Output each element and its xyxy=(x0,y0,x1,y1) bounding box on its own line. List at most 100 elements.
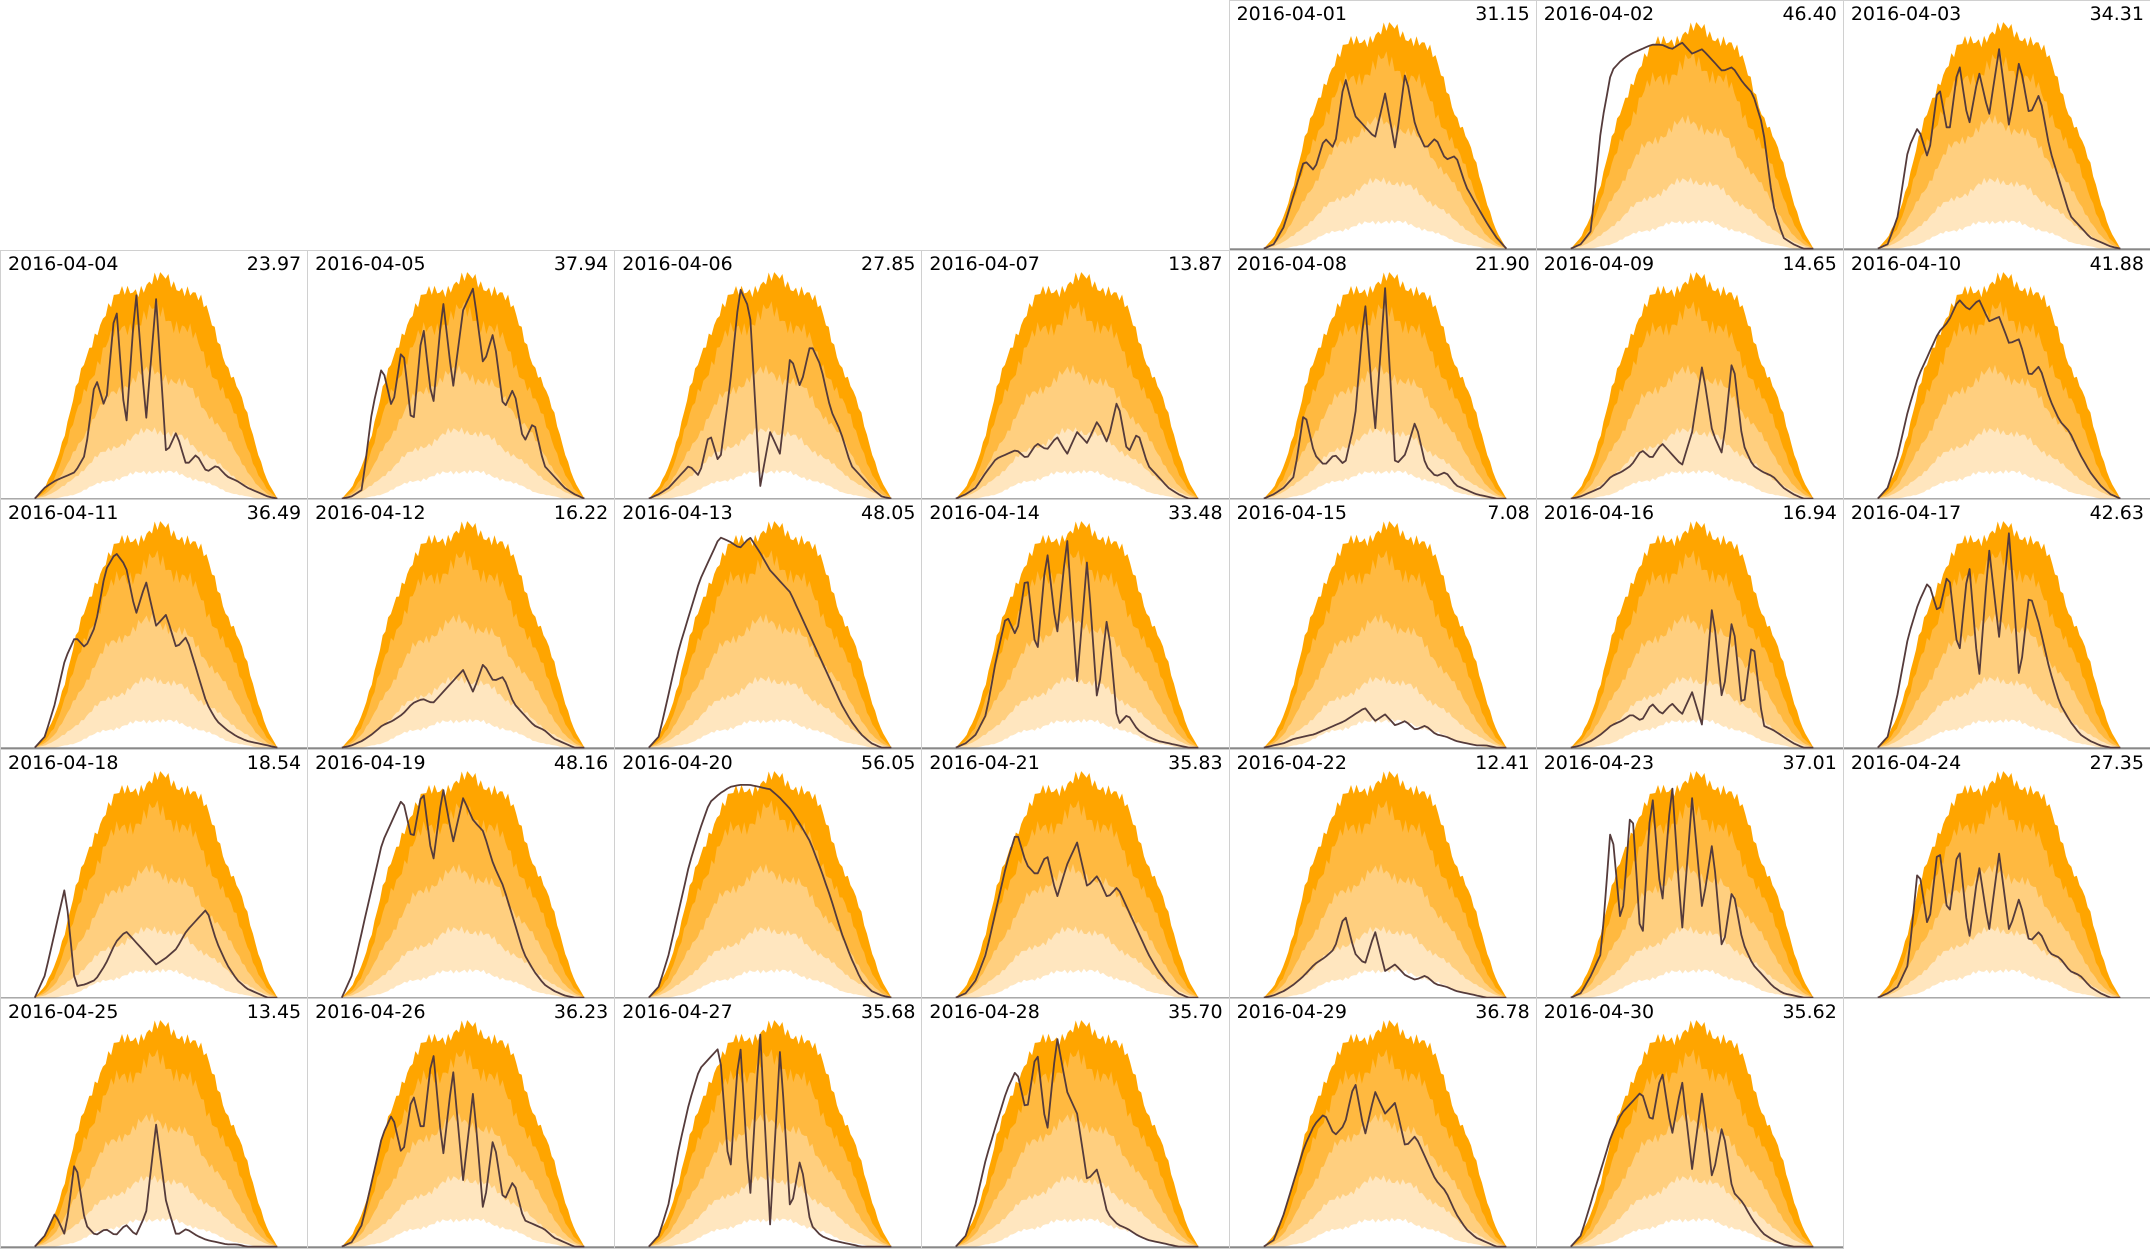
band-min-area xyxy=(1263,968,1506,998)
band-min-area xyxy=(34,469,278,499)
band-min-area xyxy=(341,469,585,499)
day-chart xyxy=(308,271,615,500)
production-line xyxy=(1262,1084,1506,1248)
date-label: 2016-04-28 xyxy=(929,1001,1040,1024)
day-chart xyxy=(1229,521,1536,749)
day-chart xyxy=(1,271,308,500)
band-p25-area xyxy=(1570,676,1814,748)
day-panel: 2016-04-09 14.65 xyxy=(1535,249,1844,501)
production-line xyxy=(1263,707,1506,749)
date-label: 2016-04-22 xyxy=(1236,751,1347,774)
production-line xyxy=(648,783,892,999)
production-line xyxy=(955,402,1199,500)
day-chart xyxy=(922,271,1229,500)
daily-total-label: 12.41 xyxy=(1475,751,1530,774)
day-panel: 2016-04-29 36.78 xyxy=(1228,998,1537,1249)
day-panel: 2016-04-22 12.41 xyxy=(1228,748,1537,1000)
production-line xyxy=(341,1055,585,1248)
day-panel: 2016-04-17 42.63 xyxy=(1842,499,2150,750)
daily-total-label: 37.94 xyxy=(553,252,609,275)
band-min-area xyxy=(34,968,278,998)
day-chart xyxy=(1,770,308,999)
production-line xyxy=(341,287,585,500)
day-panel: 2016-04-18 18.54 xyxy=(0,748,309,1000)
day-chart xyxy=(308,1020,615,1248)
band-min-area xyxy=(956,968,1199,998)
daily-total-label: 34.31 xyxy=(2089,3,2144,25)
production-line xyxy=(1570,787,1814,999)
day-panel: 2016-04-27 35.68 xyxy=(614,998,923,1249)
band-p25-area xyxy=(956,1175,1199,1247)
band-min-area xyxy=(649,718,892,748)
day-panel: 2016-04-25 13.45 xyxy=(0,998,309,1249)
day-chart xyxy=(615,1020,922,1248)
band-min-area xyxy=(1877,219,2121,249)
day-panel: 2016-04-10 41.88 xyxy=(1842,249,2150,501)
day-chart xyxy=(1229,770,1536,999)
band-p25-area xyxy=(1263,177,1506,249)
band-min-area xyxy=(341,968,585,998)
production-line xyxy=(648,536,892,749)
day-panel: 2016-04-14 33.48 xyxy=(921,499,1230,750)
date-label: 2016-04-03 xyxy=(1850,3,1962,25)
band-p25-area xyxy=(1263,925,1506,998)
date-label: 2016-04-14 xyxy=(929,502,1040,525)
day-chart xyxy=(615,521,922,749)
daily-total-label: 46.40 xyxy=(1782,3,1837,25)
production-line xyxy=(34,1124,278,1248)
daily-total-label: 16.22 xyxy=(553,502,609,525)
band-p25-area xyxy=(341,426,585,499)
date-label: 2016-04-25 xyxy=(8,1001,119,1024)
daily-total-label: 42.63 xyxy=(2089,502,2144,525)
production-line xyxy=(33,889,278,999)
daily-total-label: 31.15 xyxy=(1475,3,1530,25)
day-chart xyxy=(1229,271,1536,500)
date-label: 2016-04-23 xyxy=(1543,751,1655,774)
band-min-area xyxy=(649,968,892,998)
daily-total-label: 48.16 xyxy=(553,751,609,774)
production-line xyxy=(1570,41,1814,250)
day-chart xyxy=(615,770,922,999)
production-line xyxy=(1263,916,1506,999)
daily-total-label: 35.68 xyxy=(861,1001,916,1024)
band-min-area xyxy=(34,718,278,748)
day-chart xyxy=(1843,22,2150,250)
band-p25-area xyxy=(649,426,892,499)
day-panel: 2016-04-15 7.08 xyxy=(1228,499,1537,750)
date-label: 2016-04-13 xyxy=(622,502,733,525)
day-panel: 2016-04-30 35.62 xyxy=(1535,998,1844,1249)
production-line xyxy=(955,1038,1199,1248)
band-min-area xyxy=(1570,1218,1814,1247)
day-panel: 2016-04-21 35.83 xyxy=(921,748,1230,1000)
date-label: 2016-04-12 xyxy=(315,502,426,525)
day-panel: 2016-04-12 16.22 xyxy=(307,499,616,750)
day-chart xyxy=(1536,271,1843,500)
date-label: 2016-04-11 xyxy=(8,502,119,525)
daily-total-label: 35.62 xyxy=(1782,1001,1837,1024)
production-line xyxy=(955,835,1199,999)
band-p25-area xyxy=(1877,426,2121,499)
band-min-area xyxy=(1263,1218,1506,1247)
daily-total-label: 36.49 xyxy=(246,502,302,525)
daily-total-label: 23.97 xyxy=(246,252,302,275)
band-min-area xyxy=(1570,968,1814,998)
day-panel: 2016-04-02 46.40 xyxy=(1535,0,1844,251)
band-p25-area xyxy=(956,426,1199,499)
band-min-area xyxy=(1570,219,1814,249)
day-panel: 2016-04-01 31.15 xyxy=(1228,0,1537,251)
date-label: 2016-04-02 xyxy=(1543,3,1655,25)
daily-total-label: 36.23 xyxy=(553,1001,609,1024)
day-chart xyxy=(1229,1020,1536,1248)
daily-total-label: 27.85 xyxy=(861,252,916,275)
date-label: 2016-04-08 xyxy=(1236,252,1347,275)
day-panel: 2016-04-08 21.90 xyxy=(1228,249,1537,501)
day-chart xyxy=(615,271,922,500)
band-min-area xyxy=(1877,718,2121,748)
daily-total-label: 35.70 xyxy=(1168,1001,1223,1024)
band-p25-area xyxy=(1570,426,1814,499)
day-chart xyxy=(1536,521,1843,749)
band-min-area xyxy=(341,1218,585,1247)
band-min-area xyxy=(956,718,1199,748)
day-chart xyxy=(308,521,615,749)
band-min-area xyxy=(1263,219,1506,249)
